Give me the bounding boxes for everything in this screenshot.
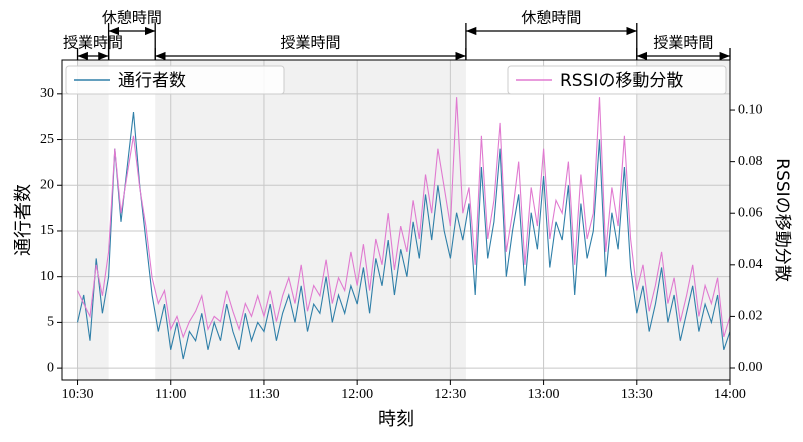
y-tick-label: 10 (40, 269, 54, 284)
legend-label: RSSIの移動分散 (560, 71, 683, 91)
annotation-label: 授業時間 (653, 34, 713, 52)
series-line (77, 97, 731, 339)
legend-box (65, 65, 285, 95)
y2-tick-label: 0.00 (738, 360, 763, 375)
x-tick-label: 11:00 (155, 387, 186, 402)
x-tick-label: 13:30 (621, 387, 653, 402)
annotation-label: 休憩時間 (102, 9, 162, 27)
y-tick-label: 20 (40, 177, 54, 192)
y-tick-label: 25 (40, 132, 54, 147)
y-tick-label: 30 (40, 86, 54, 101)
y2-tick-label: 0.06 (738, 205, 763, 220)
y2-tick-label: 0.10 (738, 102, 763, 117)
x-tick-label: 12:30 (434, 387, 466, 402)
series-line (76, 112, 731, 360)
legend-label: 通行者数 (118, 71, 186, 91)
x-axis-label: 時刻 (378, 409, 414, 430)
legend-box (507, 65, 727, 95)
y-tick-label: 5 (47, 315, 54, 330)
x-tick-label: 14:00 (714, 387, 746, 402)
shaded-region (77, 60, 109, 380)
annotation-label: 授業時間 (281, 34, 341, 52)
y2-tick-label: 0.02 (738, 309, 763, 324)
x-tick-label: 13:00 (528, 387, 560, 402)
shaded-region (155, 60, 466, 380)
shaded-region (636, 60, 730, 380)
annotation-label: 休憩時間 (521, 9, 581, 27)
x-tick-label: 10:30 (62, 387, 94, 402)
y2-tick-label: 0.04 (738, 257, 763, 272)
x-tick-label: 12:00 (341, 387, 373, 402)
y-axis-label: 通行者数 (13, 184, 34, 256)
y-tick-label: 0 (47, 360, 54, 375)
y-tick-label: 15 (40, 223, 54, 238)
annotation-label: 授業時間 (63, 34, 123, 52)
x-tick-label: 11:30 (248, 387, 279, 402)
y2-axis-label: RSSIの移動分散 (772, 158, 792, 281)
y2-tick-label: 0.08 (738, 154, 763, 169)
